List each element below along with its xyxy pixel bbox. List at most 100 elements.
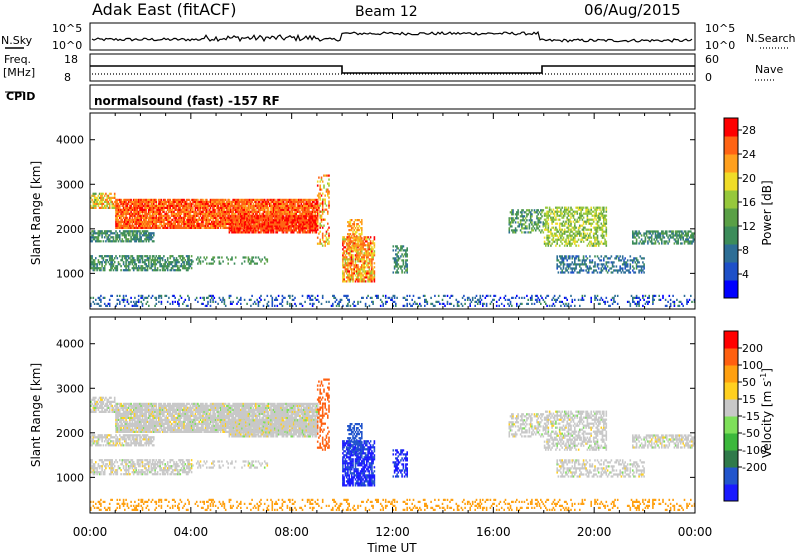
power-cell bbox=[364, 272, 367, 275]
power-cell bbox=[260, 224, 262, 227]
power-cell bbox=[255, 202, 257, 205]
power-cell bbox=[275, 231, 277, 234]
power-cell bbox=[232, 198, 234, 201]
power-cell bbox=[569, 220, 571, 223]
power-cell bbox=[571, 226, 574, 229]
power-cell bbox=[168, 198, 170, 201]
power-cell bbox=[585, 263, 587, 266]
power-cell bbox=[140, 202, 142, 205]
power-cell bbox=[547, 234, 550, 237]
power-cell bbox=[261, 204, 263, 207]
power-cell bbox=[130, 210, 132, 213]
power-cell bbox=[277, 198, 280, 201]
power-cell bbox=[153, 259, 155, 262]
power-cell bbox=[233, 202, 236, 205]
power-cell bbox=[601, 228, 604, 231]
power-cell bbox=[168, 216, 170, 219]
power-cell bbox=[151, 204, 154, 207]
power-cell bbox=[91, 257, 93, 260]
power-cell bbox=[149, 236, 151, 239]
power-cell bbox=[110, 192, 112, 195]
power-cell bbox=[92, 267, 95, 270]
power-cell bbox=[243, 218, 246, 221]
power-cell bbox=[184, 224, 187, 227]
power-cell bbox=[300, 217, 303, 220]
power-cell bbox=[299, 210, 301, 213]
power-cell bbox=[141, 222, 144, 225]
power-cell bbox=[352, 242, 354, 245]
power-cell bbox=[353, 225, 355, 228]
power-cell bbox=[227, 262, 229, 265]
power-cell bbox=[139, 220, 141, 223]
power-cell bbox=[299, 206, 301, 209]
power-cell bbox=[224, 204, 227, 207]
power-cell bbox=[285, 224, 287, 227]
power-cell bbox=[149, 226, 151, 229]
power-cell bbox=[217, 206, 219, 209]
power-cell bbox=[324, 208, 326, 211]
power-cell bbox=[528, 231, 531, 234]
power-cell bbox=[527, 209, 529, 212]
power-cell bbox=[231, 256, 233, 259]
power-cell bbox=[310, 219, 313, 222]
power-cell bbox=[103, 194, 106, 197]
power-cell bbox=[367, 280, 369, 283]
power-cell bbox=[199, 226, 202, 229]
power-cell bbox=[188, 259, 190, 262]
power-cell bbox=[255, 204, 257, 207]
power-cell bbox=[175, 257, 178, 260]
power-cell bbox=[150, 263, 153, 266]
power-cell bbox=[241, 210, 243, 213]
power-cell bbox=[563, 232, 566, 235]
power-cell bbox=[543, 218, 546, 221]
power-cell bbox=[96, 238, 98, 241]
power-cell bbox=[534, 211, 537, 214]
power-cell bbox=[586, 214, 589, 217]
power-cell bbox=[571, 257, 574, 260]
power-cell bbox=[136, 210, 139, 213]
power-cell bbox=[252, 256, 255, 259]
power-cell bbox=[206, 216, 208, 219]
power-cell bbox=[361, 243, 363, 246]
power-cell bbox=[216, 204, 218, 207]
power-cell bbox=[145, 220, 148, 223]
power-cell bbox=[355, 266, 358, 269]
power-cell bbox=[218, 224, 221, 227]
power-cell bbox=[124, 218, 126, 221]
power-cell bbox=[228, 206, 231, 209]
power-cell bbox=[359, 276, 362, 279]
power-cell bbox=[192, 218, 194, 221]
power-cell bbox=[246, 200, 248, 203]
power-cell bbox=[182, 267, 184, 270]
power-cell bbox=[211, 220, 213, 223]
power-cell bbox=[371, 242, 373, 245]
power-cell bbox=[171, 208, 174, 211]
power-cell bbox=[285, 219, 287, 222]
power-cell bbox=[245, 204, 247, 207]
power-cell bbox=[248, 202, 251, 205]
power-cell bbox=[188, 202, 190, 205]
power-cell bbox=[180, 202, 183, 205]
power-cell bbox=[179, 226, 182, 229]
power-cell bbox=[252, 227, 255, 230]
power-cell bbox=[512, 231, 514, 234]
power-cell bbox=[198, 210, 200, 213]
power-cell bbox=[212, 262, 214, 265]
power-cell bbox=[590, 224, 592, 227]
power-cell bbox=[547, 222, 550, 225]
power-cell bbox=[213, 198, 216, 201]
power-cell bbox=[324, 198, 326, 201]
power-cell bbox=[553, 228, 556, 231]
power-cell bbox=[316, 202, 319, 205]
power-cell bbox=[198, 200, 200, 203]
power-cell bbox=[396, 263, 398, 266]
power-cell bbox=[222, 198, 224, 201]
power-cell bbox=[373, 266, 376, 269]
power-cell bbox=[163, 204, 165, 207]
power-cell bbox=[139, 240, 141, 243]
power-cell bbox=[358, 256, 361, 259]
power-cell bbox=[576, 271, 579, 274]
power-cell bbox=[567, 214, 570, 217]
power-cell bbox=[349, 262, 352, 265]
